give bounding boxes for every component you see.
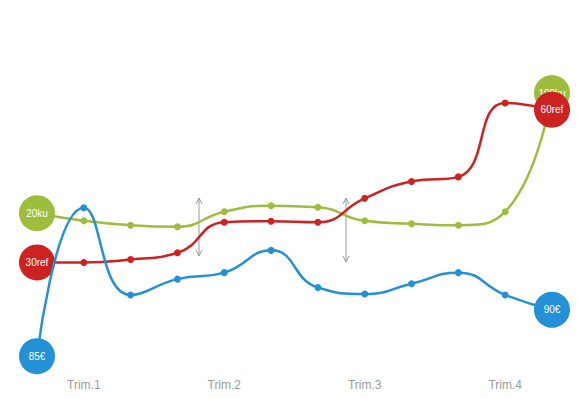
svg-text:30ref: 30ref <box>26 257 49 268</box>
svg-text:Trim.4: Trim.4 <box>488 378 522 392</box>
svg-text:Trim.3: Trim.3 <box>348 378 382 392</box>
svg-text:Trim.1: Trim.1 <box>67 378 101 392</box>
svg-text:60ref: 60ref <box>541 104 564 115</box>
svg-text:85€: 85€ <box>29 351 46 362</box>
svg-text:Trim.2: Trim.2 <box>207 378 241 392</box>
svg-text:20ku: 20ku <box>26 208 48 219</box>
svg-text:90€: 90€ <box>544 304 561 315</box>
